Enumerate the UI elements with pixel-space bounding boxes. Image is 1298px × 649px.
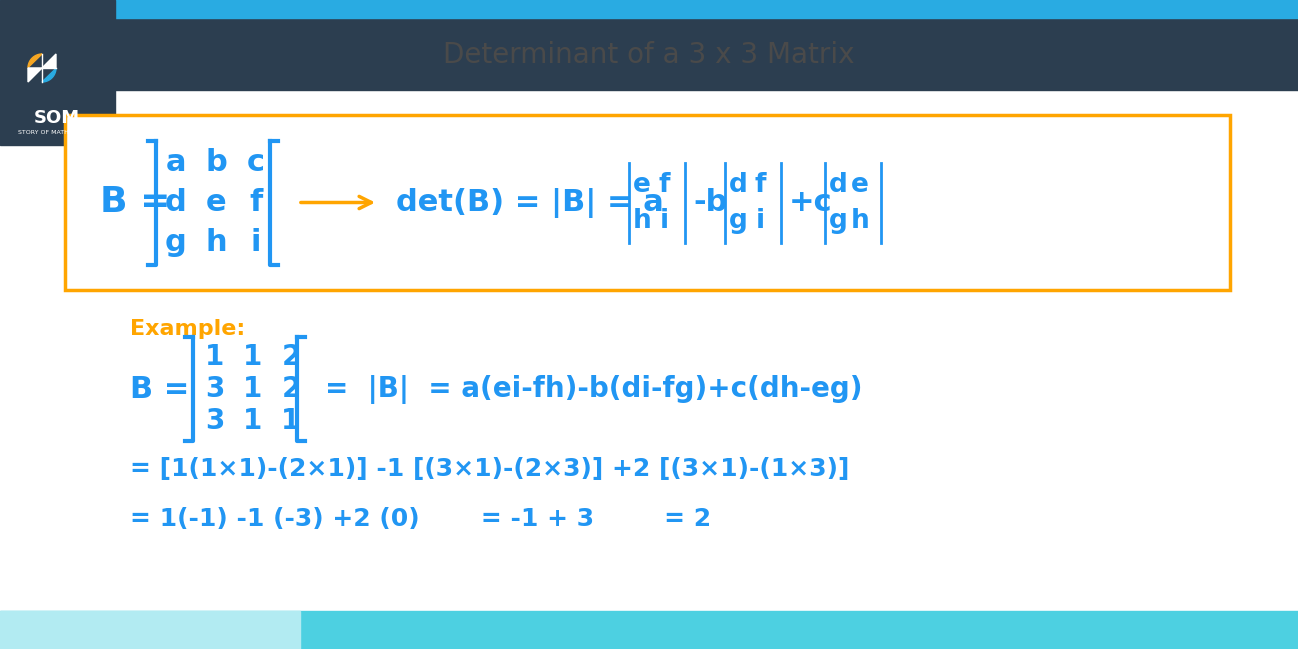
Text: i: i bbox=[755, 208, 765, 234]
Text: 3: 3 bbox=[205, 375, 225, 403]
Text: B =: B = bbox=[130, 374, 190, 404]
Text: 3: 3 bbox=[205, 407, 225, 435]
Text: d: d bbox=[828, 171, 848, 197]
Text: i: i bbox=[659, 208, 668, 234]
Text: h: h bbox=[850, 208, 870, 234]
Text: 1: 1 bbox=[244, 375, 262, 403]
Text: h: h bbox=[205, 228, 227, 257]
Text: d: d bbox=[728, 171, 748, 197]
Text: 2: 2 bbox=[282, 343, 301, 371]
Bar bbox=[65, 115, 1231, 290]
Text: g: g bbox=[728, 208, 748, 234]
Polygon shape bbox=[29, 68, 42, 82]
Polygon shape bbox=[42, 54, 56, 68]
Text: 1: 1 bbox=[282, 407, 301, 435]
Text: f: f bbox=[658, 171, 670, 197]
Text: c: c bbox=[247, 148, 265, 177]
Text: STORY OF MATHEMATICS: STORY OF MATHEMATICS bbox=[18, 130, 96, 136]
Text: f: f bbox=[754, 171, 766, 197]
Text: f: f bbox=[249, 188, 262, 217]
Text: d: d bbox=[165, 188, 187, 217]
Bar bbox=[0, 0, 116, 145]
Text: Determinant of a 3 x 3 Matrix: Determinant of a 3 x 3 Matrix bbox=[443, 41, 855, 69]
Bar bbox=[0, 0, 1298, 90]
Text: Example:: Example: bbox=[130, 319, 245, 339]
Text: +c: +c bbox=[789, 188, 832, 217]
Text: =  |B|  = a(ei-fh)-b(di-fg)+c(dh-eg): = |B| = a(ei-fh)-b(di-fg)+c(dh-eg) bbox=[324, 374, 862, 404]
Bar bbox=[0, 611, 300, 649]
Text: h: h bbox=[632, 208, 652, 234]
Text: 1: 1 bbox=[244, 407, 262, 435]
Text: = 1(-1) -1 (-3) +2 (0)       = -1 + 3        = 2: = 1(-1) -1 (-3) +2 (0) = -1 + 3 = 2 bbox=[130, 507, 711, 531]
Text: B =: B = bbox=[100, 186, 170, 219]
Bar bbox=[0, 611, 1298, 649]
Text: 1: 1 bbox=[205, 343, 225, 371]
Text: b: b bbox=[205, 148, 227, 177]
Bar bbox=[0, 0, 1298, 18]
Text: e: e bbox=[633, 171, 650, 197]
Polygon shape bbox=[29, 54, 42, 67]
Text: det(B) = |B| = a: det(B) = |B| = a bbox=[396, 188, 663, 217]
Text: e: e bbox=[851, 171, 868, 197]
Text: 2: 2 bbox=[282, 375, 301, 403]
Text: i: i bbox=[251, 228, 261, 257]
Polygon shape bbox=[42, 68, 56, 82]
Text: g: g bbox=[165, 228, 187, 257]
Text: a: a bbox=[166, 148, 186, 177]
Text: e: e bbox=[205, 188, 226, 217]
Text: = [1(1×1)-(2×1)] -1 [(3×1)-(2×3)] +2 [(3×1)-(1×3)]: = [1(1×1)-(2×1)] -1 [(3×1)-(2×3)] +2 [(3… bbox=[130, 457, 849, 481]
Text: g: g bbox=[828, 208, 848, 234]
Text: -b: -b bbox=[693, 188, 727, 217]
Text: SOM: SOM bbox=[34, 109, 80, 127]
Text: 1: 1 bbox=[244, 343, 262, 371]
